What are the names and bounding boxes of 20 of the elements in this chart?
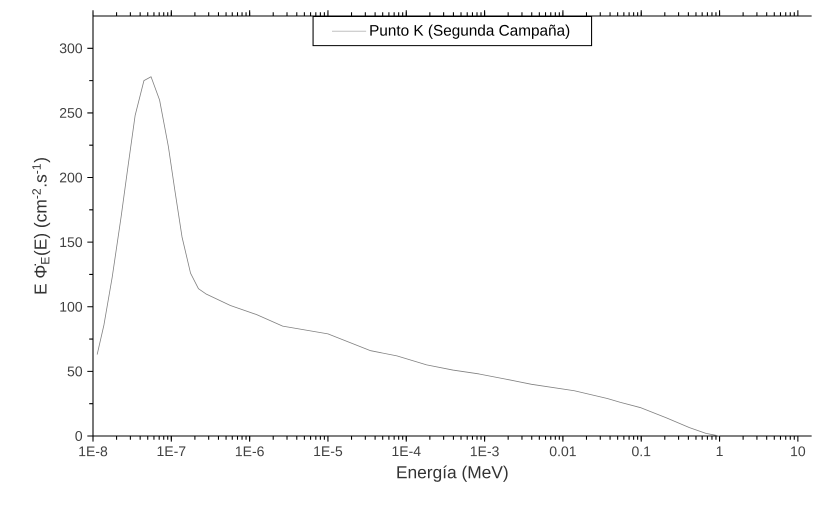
y-tick-label: 300 — [60, 43, 82, 54]
y-tick-label: 100 — [60, 302, 82, 312]
y-tick-label: 50 — [68, 366, 82, 376]
y-axis-title: E Φ̇$_{E}$(E) (cm$^{-2}$.s$^{-1}$) — [32, 158, 50, 294]
x-axis-title: Energía (MeV) — [397, 465, 508, 482]
x-tick-label: 1E-3 — [470, 446, 499, 456]
x-tick-label: 1E-5 — [314, 446, 342, 456]
x-tick-label: 1 — [716, 446, 723, 456]
x-tick-label: 1E-4 — [392, 446, 421, 456]
y-tick-label: 250 — [60, 108, 82, 118]
x-tick-label: 0.01 — [550, 446, 576, 456]
x-tick-label: 1E-8 — [79, 446, 108, 456]
y-tick-label: 200 — [60, 172, 82, 182]
y-tick-label: 150 — [60, 237, 82, 248]
x-tick-label: 1E-6 — [236, 446, 264, 456]
x-tick-label: 1E-7 — [158, 446, 186, 456]
legend-label: Punto K (Segunda Campaña) — [370, 24, 570, 39]
y-tick-label: 0 — [75, 431, 82, 441]
x-tick-label: 0.1 — [632, 446, 650, 456]
x-tick-label: 10 — [791, 446, 806, 456]
